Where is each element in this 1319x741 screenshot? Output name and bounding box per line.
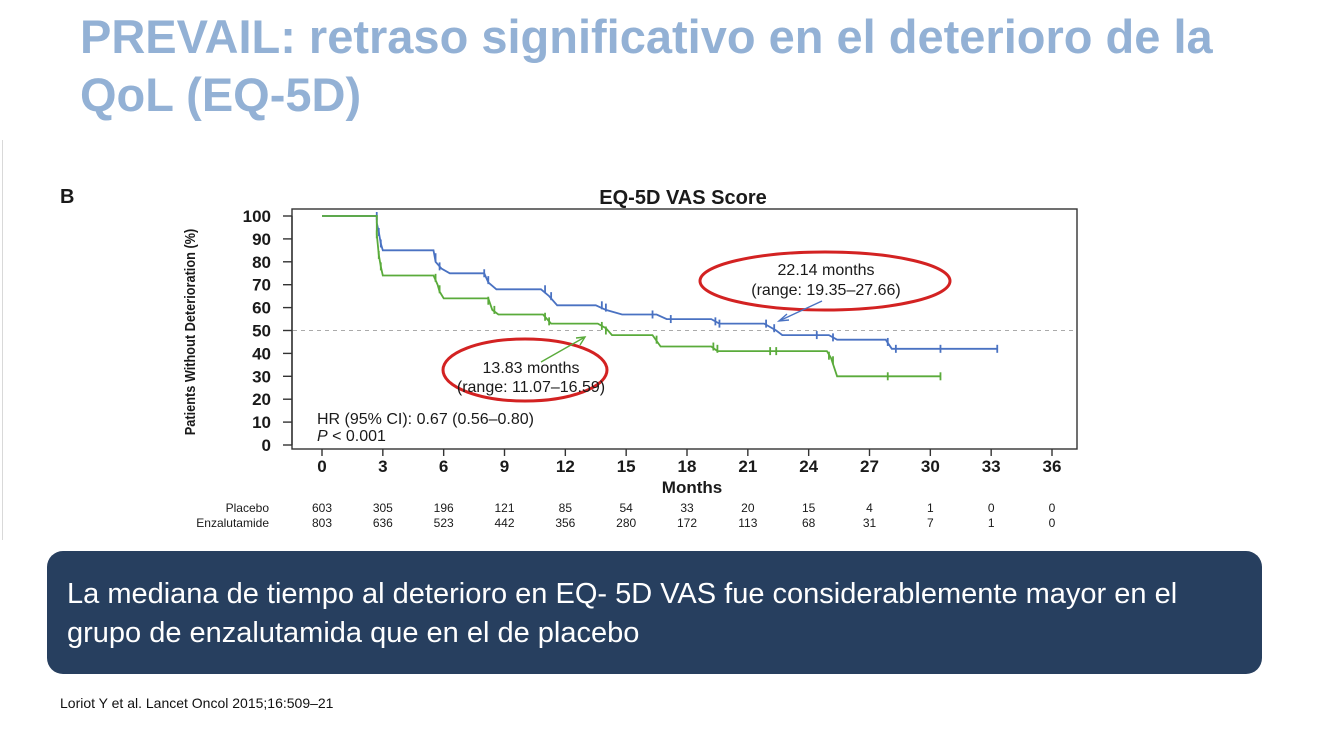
x-tick-label: 24 — [799, 457, 818, 476]
km-curve-enzalutamide — [322, 215, 998, 350]
p-value-rest: < 0.001 — [328, 428, 386, 445]
risk-cell: 85 — [559, 501, 573, 515]
x-tick-label: 15 — [617, 457, 636, 476]
x-tick-label: 18 — [678, 457, 697, 476]
risk-cell: 31 — [863, 516, 877, 530]
chart-title: EQ-5D VAS Score — [599, 187, 766, 209]
risk-cell: 0 — [1049, 501, 1056, 515]
risk-cell: 0 — [1049, 516, 1056, 530]
y-axis-label: Patients Without Deterioration (%) — [181, 229, 198, 436]
x-tick-label: 6 — [439, 457, 448, 476]
citation: Loriot Y et al. Lancet Oncol 2015;16:509… — [60, 695, 334, 711]
slide-title: PREVAIL: retraso significativo en el det… — [80, 10, 1213, 121]
x-tick-label: 36 — [1043, 457, 1062, 476]
risk-row-label: Placebo — [226, 501, 270, 515]
risk-cell: 636 — [373, 516, 393, 530]
risk-cell: 172 — [677, 516, 697, 530]
y-tick-label: 100 — [243, 207, 271, 226]
risk-cell: 4 — [866, 501, 873, 515]
annotation-placebo-line1: 13.83 months — [483, 360, 580, 377]
y-tick-label: 50 — [252, 322, 271, 341]
y-tick-label: 80 — [252, 253, 271, 272]
annotation-highlight-enzalutamide — [698, 250, 952, 312]
risk-row-label: Enzalutamide — [196, 516, 269, 530]
annotation-placebo-line2: (range: 11.07–16.59) — [457, 379, 605, 396]
x-tick-label: 30 — [921, 457, 940, 476]
risk-cell: 0 — [988, 501, 995, 515]
risk-cell: 20 — [741, 501, 755, 515]
x-tick-label: 33 — [982, 457, 1001, 476]
p-value-symbol: P — [317, 428, 328, 445]
x-axis-label: Months — [662, 478, 722, 497]
summary-callout-text: La mediana de tiempo al deterioro en EQ-… — [67, 578, 1178, 649]
risk-cell: 523 — [434, 516, 454, 530]
risk-cell: 196 — [434, 501, 454, 515]
risk-cell: 7 — [927, 516, 934, 530]
x-tick-label: 9 — [500, 457, 509, 476]
annotation-enzalutamide-line2: (range: 19.35–27.66) — [751, 282, 900, 299]
number-at-risk-table: Placebo 603 305 196 121 85 54 33 20 15 4 1 0 0Enzalut… — [196, 501, 1055, 530]
risk-cell: 1 — [988, 516, 995, 530]
risk-cell: 1 — [927, 501, 934, 515]
y-tick-label: 0 — [262, 436, 271, 455]
x-tick-label: 3 — [378, 457, 387, 476]
y-tick-label: 20 — [252, 390, 271, 409]
x-tick-label: 12 — [556, 457, 575, 476]
y-tick-label: 40 — [252, 344, 271, 363]
annotation-arrow-enzalutamide — [778, 300, 823, 322]
annotation-highlight-placebo — [441, 337, 609, 403]
x-tick-label: 0 — [317, 457, 326, 476]
annotation-enzalutamide-line1: 22.14 months — [778, 262, 875, 279]
y-tick-label: 60 — [252, 299, 271, 318]
panel-label: B — [60, 186, 74, 208]
risk-cell: 54 — [619, 501, 633, 515]
risk-cell: 121 — [494, 501, 514, 515]
km-chart: B EQ-5D VAS Score Patients Without Deter… — [60, 186, 1078, 530]
annotation-arrowhead-enzalutamide — [776, 313, 790, 322]
y-tick-label: 90 — [252, 230, 271, 249]
risk-cell: 603 — [312, 501, 332, 515]
risk-cell: 113 — [738, 516, 757, 530]
risk-cell: 803 — [312, 516, 332, 530]
left-divider — [2, 140, 3, 540]
risk-cell: 305 — [373, 501, 393, 515]
risk-cell: 15 — [802, 501, 816, 515]
annotation-arrow-placebo — [540, 336, 586, 363]
summary-callout: La mediana de tiempo al deterioro en EQ-… — [47, 551, 1262, 674]
risk-cell: 33 — [680, 501, 694, 515]
y-tick-label: 30 — [252, 367, 271, 386]
y-tick-label: 10 — [252, 413, 271, 432]
y-tick-label: 70 — [252, 276, 271, 295]
x-tick-label: 21 — [738, 457, 757, 476]
p-value-text: P < 0.001 — [317, 428, 386, 445]
annotation-arrowhead-placebo — [575, 336, 587, 346]
risk-cell: 442 — [494, 516, 514, 530]
risk-cell: 68 — [802, 516, 816, 530]
risk-cell: 280 — [616, 516, 636, 530]
risk-cell: 356 — [555, 516, 575, 530]
hazard-ratio-text: HR (95% CI): 0.67 (0.56–0.80) — [317, 411, 534, 428]
x-tick-label: 27 — [860, 457, 879, 476]
